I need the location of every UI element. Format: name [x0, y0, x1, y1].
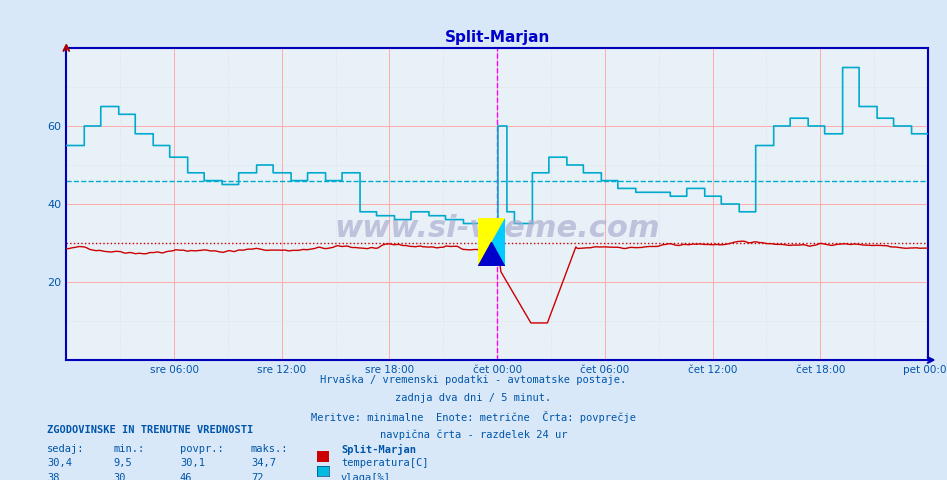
Text: vlaga[%]: vlaga[%] — [341, 473, 391, 480]
Text: navpična črta - razdelek 24 ur: navpična črta - razdelek 24 ur — [380, 429, 567, 440]
Polygon shape — [478, 242, 505, 266]
Text: 9,5: 9,5 — [114, 458, 133, 468]
Polygon shape — [478, 218, 505, 266]
Text: www.si-vreme.com: www.si-vreme.com — [334, 215, 660, 243]
Text: 30,4: 30,4 — [47, 458, 72, 468]
Text: 34,7: 34,7 — [251, 458, 276, 468]
Text: ZGODOVINSKE IN TRENUTNE VREDNOSTI: ZGODOVINSKE IN TRENUTNE VREDNOSTI — [47, 425, 254, 435]
Text: povpr.:: povpr.: — [180, 444, 223, 454]
Text: 30: 30 — [114, 473, 126, 480]
Text: 38: 38 — [47, 473, 60, 480]
Text: 30,1: 30,1 — [180, 458, 205, 468]
Text: 72: 72 — [251, 473, 263, 480]
Text: zadnja dva dni / 5 minut.: zadnja dva dni / 5 minut. — [396, 393, 551, 403]
Text: Hrvaška / vremenski podatki - avtomatske postaje.: Hrvaška / vremenski podatki - avtomatske… — [320, 374, 627, 385]
Text: sedaj:: sedaj: — [47, 444, 85, 454]
Title: Split-Marjan: Split-Marjan — [444, 30, 550, 46]
Text: temperatura[C]: temperatura[C] — [341, 458, 428, 468]
Text: min.:: min.: — [114, 444, 145, 454]
Text: 46: 46 — [180, 473, 192, 480]
Polygon shape — [478, 218, 505, 266]
Text: Split-Marjan: Split-Marjan — [341, 444, 416, 455]
Text: maks.:: maks.: — [251, 444, 289, 454]
Text: Meritve: minimalne  Enote: metrične  Črta: povprečje: Meritve: minimalne Enote: metrične Črta:… — [311, 411, 636, 423]
